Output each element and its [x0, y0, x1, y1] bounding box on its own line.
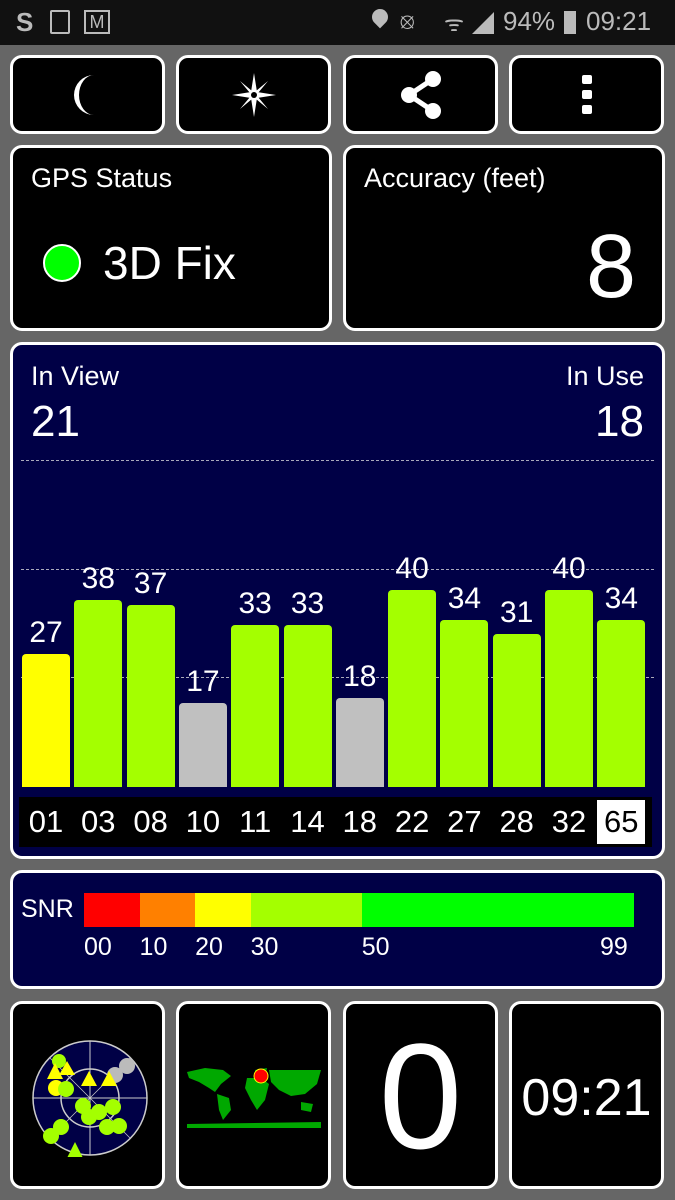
snr-value-label: 17 [186, 665, 220, 699]
prn-label[interactable]: 08 [133, 804, 168, 839]
signal-icon [472, 12, 494, 34]
battery-icon [564, 11, 576, 34]
prn-label[interactable]: 18 [342, 804, 378, 839]
compass-icon [231, 72, 276, 117]
snr-segment [139, 893, 196, 927]
snr-tick-label: 99 [600, 933, 628, 961]
prn-label[interactable]: 10 [185, 804, 221, 839]
grid-line [21, 677, 654, 678]
snr-value-label: 38 [81, 562, 115, 596]
snr-value-label: 40 [395, 552, 429, 586]
snr-tick-label: 50 [361, 933, 390, 961]
snr-segment [195, 893, 251, 927]
snr-label: SNR [21, 895, 74, 923]
snr-value-label: 33 [290, 586, 325, 620]
gps-status-label: GPS Status [31, 163, 173, 193]
more-vertical-icon [581, 74, 592, 114]
snr-bar [388, 590, 437, 787]
world-map-button[interactable] [176, 1001, 331, 1189]
prn-label[interactable]: 14 [290, 804, 325, 839]
snr-bar [283, 624, 332, 787]
moon-icon [73, 74, 94, 115]
snr-tick-label: 30 [250, 933, 279, 961]
share-button[interactable] [343, 55, 498, 134]
snr-bar [74, 600, 123, 787]
snr-tick-label: 20 [195, 933, 223, 961]
gmail-icon: M [84, 10, 110, 34]
gps-status-panel: GPS Status 3D Fix [10, 145, 332, 331]
gps-status-value: 3D Fix [103, 237, 236, 289]
snr-value-label: 40 [552, 552, 586, 586]
prn-label[interactable]: 28 [499, 804, 534, 839]
snr-tick-label: 10 [139, 933, 168, 961]
snr-value-label: 18 [343, 660, 377, 694]
wifi-icon: ᯤ [444, 11, 465, 36]
sky-view-button[interactable] [10, 1001, 165, 1189]
snr-legend-panel: SNR [10, 870, 665, 989]
location-icon [368, 5, 392, 29]
accuracy-panel: Accuracy (feet) 8 [343, 145, 665, 331]
prn-label[interactable]: 27 [447, 804, 482, 839]
status-bar: S M ⦻ ᯤ 94% 09:21 [0, 0, 675, 45]
fix-indicator [43, 244, 81, 282]
prn-label[interactable]: 01 [28, 804, 64, 839]
gallery-icon [50, 10, 70, 34]
compass-button[interactable] [176, 55, 331, 134]
snr-value-label: 27 [29, 616, 63, 650]
share-icon [400, 70, 441, 119]
grid-line [21, 569, 654, 570]
night-mode-button[interactable] [10, 55, 165, 134]
in-view-count: 21 [31, 397, 80, 446]
prn-label[interactable]: 03 [81, 804, 116, 839]
prn-label[interactable]: 22 [394, 804, 430, 839]
snr-bar [492, 634, 541, 787]
snr-segment [84, 893, 140, 927]
more-options-button[interactable] [509, 55, 664, 134]
snr-tick-label: 00 [84, 933, 112, 961]
satellite-count-panel: 0 [343, 1001, 498, 1189]
prn-label[interactable]: 32 [551, 804, 587, 839]
snr-value-label: 31 [500, 596, 534, 630]
snr-bar [597, 619, 646, 787]
snr-value-label: 34 [604, 581, 638, 615]
prn-label[interactable]: 65 [597, 800, 646, 844]
grid-line [21, 460, 654, 461]
snr-segment [250, 893, 362, 927]
snr-bar [335, 698, 384, 787]
snr-value-label: 34 [447, 581, 482, 615]
clock-value: 09:21 [521, 1069, 652, 1127]
snr-bar [231, 624, 280, 787]
snr-bar [178, 703, 227, 787]
snr-bar [545, 590, 593, 787]
accuracy-label: Accuracy (feet) [364, 163, 546, 193]
snr-bar [440, 619, 489, 787]
skype-icon: S [16, 7, 34, 37]
snr-segment [361, 893, 634, 927]
snr-bar [126, 604, 175, 787]
snr-bar [22, 654, 70, 787]
prn-label[interactable]: 11 [239, 804, 272, 839]
in-view-label: In View [31, 361, 120, 391]
snr-value-label: 33 [238, 586, 272, 620]
battery-level: 94% [503, 6, 556, 36]
clock: 09:21 [586, 6, 652, 36]
accuracy-value: 8 [585, 217, 636, 317]
snr-value-label: 37 [133, 566, 168, 600]
world-map-icon [187, 1068, 321, 1128]
vibrate-mute-icon: ⦻ [400, 8, 415, 33]
in-use-label: In Use [565, 361, 644, 391]
clock-panel: 09:21 [509, 1001, 664, 1189]
in-use-count: 18 [595, 397, 644, 446]
sats-count-value: 0 [378, 1012, 463, 1180]
sky-plot-icon [32, 1040, 148, 1157]
prn-row [19, 797, 652, 847]
